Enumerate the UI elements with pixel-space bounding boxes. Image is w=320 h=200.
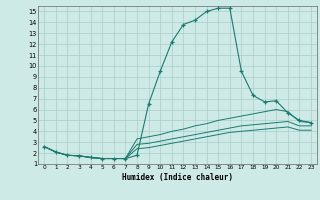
X-axis label: Humidex (Indice chaleur): Humidex (Indice chaleur) xyxy=(122,173,233,182)
